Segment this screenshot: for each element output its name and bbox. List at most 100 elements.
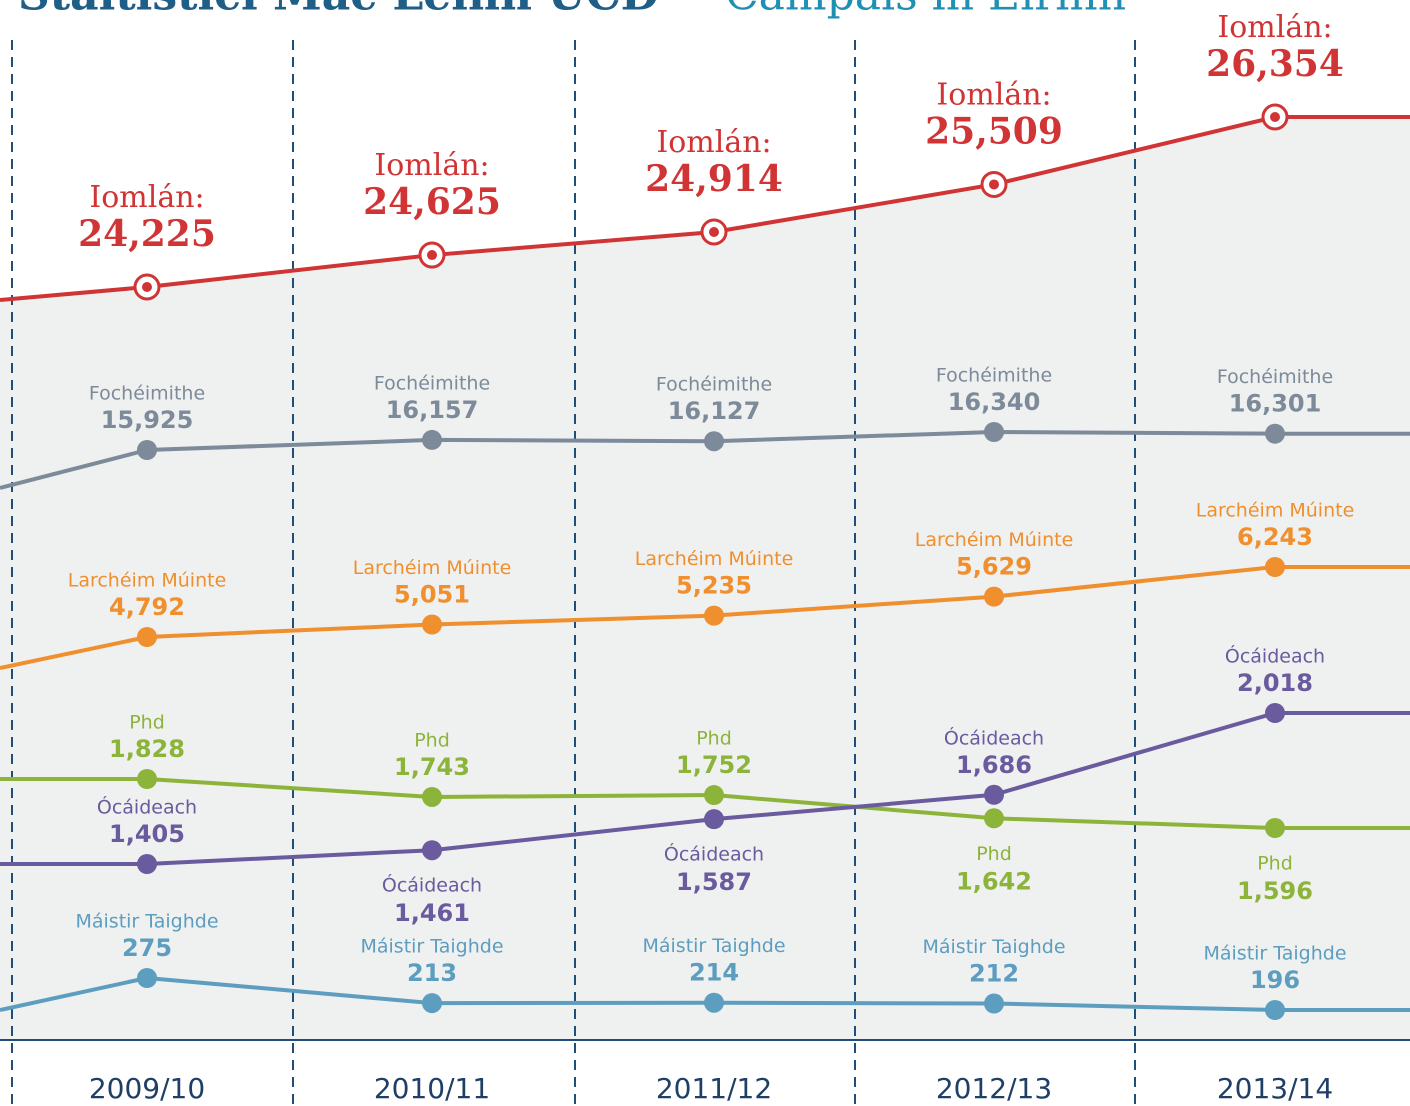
point (422, 840, 442, 861)
point (142, 282, 152, 292)
point-label: 214 (689, 959, 739, 987)
point (704, 809, 724, 830)
point-label: 5,051 (394, 581, 470, 609)
point-name: Fochéimithe (374, 372, 490, 394)
x-tick-label: 2012/13 (936, 1072, 1052, 1105)
point (984, 808, 1004, 829)
point-label: 5,629 (956, 553, 1032, 581)
point-name: Iomlán: (89, 180, 204, 215)
area-background (0, 117, 1410, 1040)
point-name: Ócáideach (97, 795, 197, 819)
line-extension (0, 285, 148, 302)
point (989, 179, 999, 190)
point (1265, 818, 1285, 838)
point (422, 993, 442, 1014)
point-label: 5,235 (676, 572, 752, 600)
point-label: 16,127 (668, 397, 761, 425)
point-label: 2,018 (1237, 669, 1313, 697)
point (422, 786, 442, 807)
point-name: Iomlán: (374, 148, 489, 183)
point-name: Larchéim Múinte (68, 570, 227, 592)
point (137, 440, 157, 460)
point (137, 627, 157, 647)
point-label: 1,686 (956, 751, 1032, 779)
point-name: Fochéimithe (89, 383, 205, 405)
point-label: 4,792 (109, 593, 185, 621)
point-name: Máistir Taighde (642, 935, 785, 957)
point (709, 226, 719, 237)
point-name: Phd (696, 728, 732, 750)
point-name: Máistir Taighde (360, 936, 503, 958)
point-label: 16,340 (948, 388, 1041, 416)
point-label: 1,461 (394, 899, 470, 927)
point-label: 24,225 (78, 213, 216, 255)
point (704, 605, 724, 626)
x-tick-label: 2011/12 (656, 1072, 772, 1105)
point (984, 586, 1004, 607)
point (704, 992, 724, 1013)
point-label: 26,354 (1206, 43, 1344, 85)
point-label: 1,743 (394, 753, 470, 781)
point (1265, 557, 1285, 577)
line-extension (0, 976, 148, 1012)
point (984, 422, 1004, 442)
point-label: 1,587 (676, 868, 752, 896)
point-name: Fochéimithe (936, 365, 1052, 387)
point-label: 1,596 (1237, 877, 1313, 905)
point-label: 24,914 (645, 158, 783, 200)
point-name: Phd (414, 729, 450, 751)
point-name: Iomlán: (1217, 10, 1332, 45)
point-name: Ócáideach (382, 873, 482, 897)
point-label: 25,509 (925, 110, 1063, 152)
line-extension (0, 448, 148, 490)
point-name: Larchéim Múinte (915, 529, 1074, 551)
x-tick-label: 2009/10 (89, 1072, 205, 1105)
point-name: Iomlán: (656, 125, 771, 160)
point-label: 24,625 (363, 181, 501, 223)
point (1265, 1000, 1285, 1020)
point-name: Fochéimithe (656, 374, 772, 396)
point-label: 1,405 (109, 820, 185, 848)
point (422, 614, 442, 635)
x-tick-label: 2010/11 (374, 1072, 490, 1105)
point (422, 429, 442, 450)
point-label: 1,642 (956, 867, 1032, 895)
chart-title: Staitisticí Mac Léinn UCD (18, 0, 659, 21)
point-name: Larchéim Múinte (635, 548, 794, 570)
point-name: Iomlán: (936, 77, 1051, 112)
point-name: Ócáideach (1225, 644, 1325, 668)
point-label: 212 (969, 960, 1019, 988)
point (1265, 423, 1285, 444)
point-label: 1,752 (676, 751, 752, 779)
x-tick-label: 2013/14 (1217, 1072, 1333, 1105)
point (984, 784, 1004, 805)
point-name: Ócáideach (944, 725, 1044, 749)
point-name: Phd (976, 843, 1012, 865)
point (137, 769, 157, 789)
point-label: 213 (407, 959, 457, 987)
chart-subtitle: Campais in Éirinn (725, 0, 1126, 21)
point-label: 196 (1250, 966, 1300, 994)
point-label: 275 (122, 934, 172, 962)
point-name: Phd (129, 712, 165, 734)
point-label: 16,157 (386, 396, 479, 424)
point (704, 785, 724, 806)
point (427, 250, 437, 261)
point (704, 431, 724, 452)
point (1265, 703, 1285, 723)
point (1270, 112, 1280, 122)
point-name: Máistir Taighde (922, 936, 1065, 958)
point-name: Phd (1257, 853, 1293, 875)
point-name: Máistir Taighde (75, 911, 218, 933)
point (984, 993, 1004, 1014)
point-label: 15,925 (101, 406, 194, 434)
line-extension (0, 635, 148, 670)
point-label: 1,828 (109, 735, 185, 763)
point (137, 854, 157, 874)
point-name: Máistir Taighde (1203, 943, 1346, 965)
point (137, 968, 157, 988)
point-name: Ócáideach (664, 842, 764, 866)
point-name: Larchéim Múinte (1196, 500, 1355, 522)
